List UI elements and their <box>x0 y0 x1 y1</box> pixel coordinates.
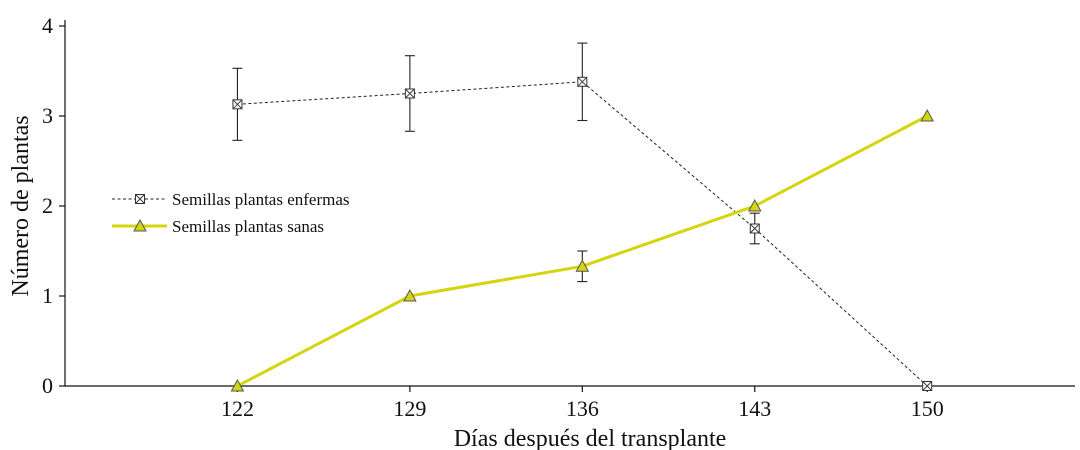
crossed-square-marker <box>232 99 243 110</box>
marker-cross <box>577 76 588 87</box>
axes <box>64 20 1075 387</box>
triangle-marker <box>133 218 147 232</box>
legend-item-sanas: Semillas plantas sanas <box>112 217 324 236</box>
y-tick-label: 3 <box>42 103 53 128</box>
legend-marker-triangle-icon <box>133 218 147 232</box>
triangle-marker <box>747 198 762 212</box>
triangle-marker <box>230 378 245 392</box>
legend-label: Semillas plantas sanas <box>172 217 324 236</box>
crossed-square-marker <box>922 381 933 391</box>
y-tick-label: 0 <box>42 373 53 398</box>
x-tick-label: 150 <box>911 396 944 421</box>
marker-cross <box>232 99 243 110</box>
series-line-0 <box>237 81 928 387</box>
triangle-marker <box>403 288 417 302</box>
crossed-square-marker <box>135 194 145 204</box>
y-tick-label: 2 <box>42 193 53 218</box>
crossed-square-marker <box>404 88 415 99</box>
legend-item-enfermas: Semillas plantas enfermas <box>112 190 350 209</box>
legend-label: Semillas plantas enfermas <box>172 190 350 209</box>
axis-ticks: 0 1 2 3 4 122 129 136 143 150 <box>42 13 944 421</box>
marker-cross <box>135 194 145 204</box>
x-axis-title: Días después del transplante <box>454 426 727 450</box>
marker-cross <box>405 88 415 99</box>
x-tick-label: 136 <box>566 396 599 421</box>
x-tick-label: 122 <box>221 396 254 421</box>
legend-marker-crossed-square-icon <box>135 194 145 204</box>
series-layer <box>230 42 935 392</box>
marker-cross <box>922 381 933 391</box>
x-tick-label: 129 <box>393 396 426 421</box>
y-tick-label: 4 <box>42 13 53 38</box>
y-axis-title: Número de plantas <box>8 115 34 296</box>
marker-cross <box>749 223 760 234</box>
crossed-square-marker <box>749 223 760 234</box>
triangle-marker <box>920 108 935 122</box>
x-tick-label: 143 <box>738 396 771 421</box>
legend: Semillas plantas enfermas Semillas plant… <box>112 190 350 236</box>
crossed-square-marker <box>577 76 588 87</box>
triangle-marker <box>575 259 590 272</box>
y-tick-label: 1 <box>42 283 53 308</box>
